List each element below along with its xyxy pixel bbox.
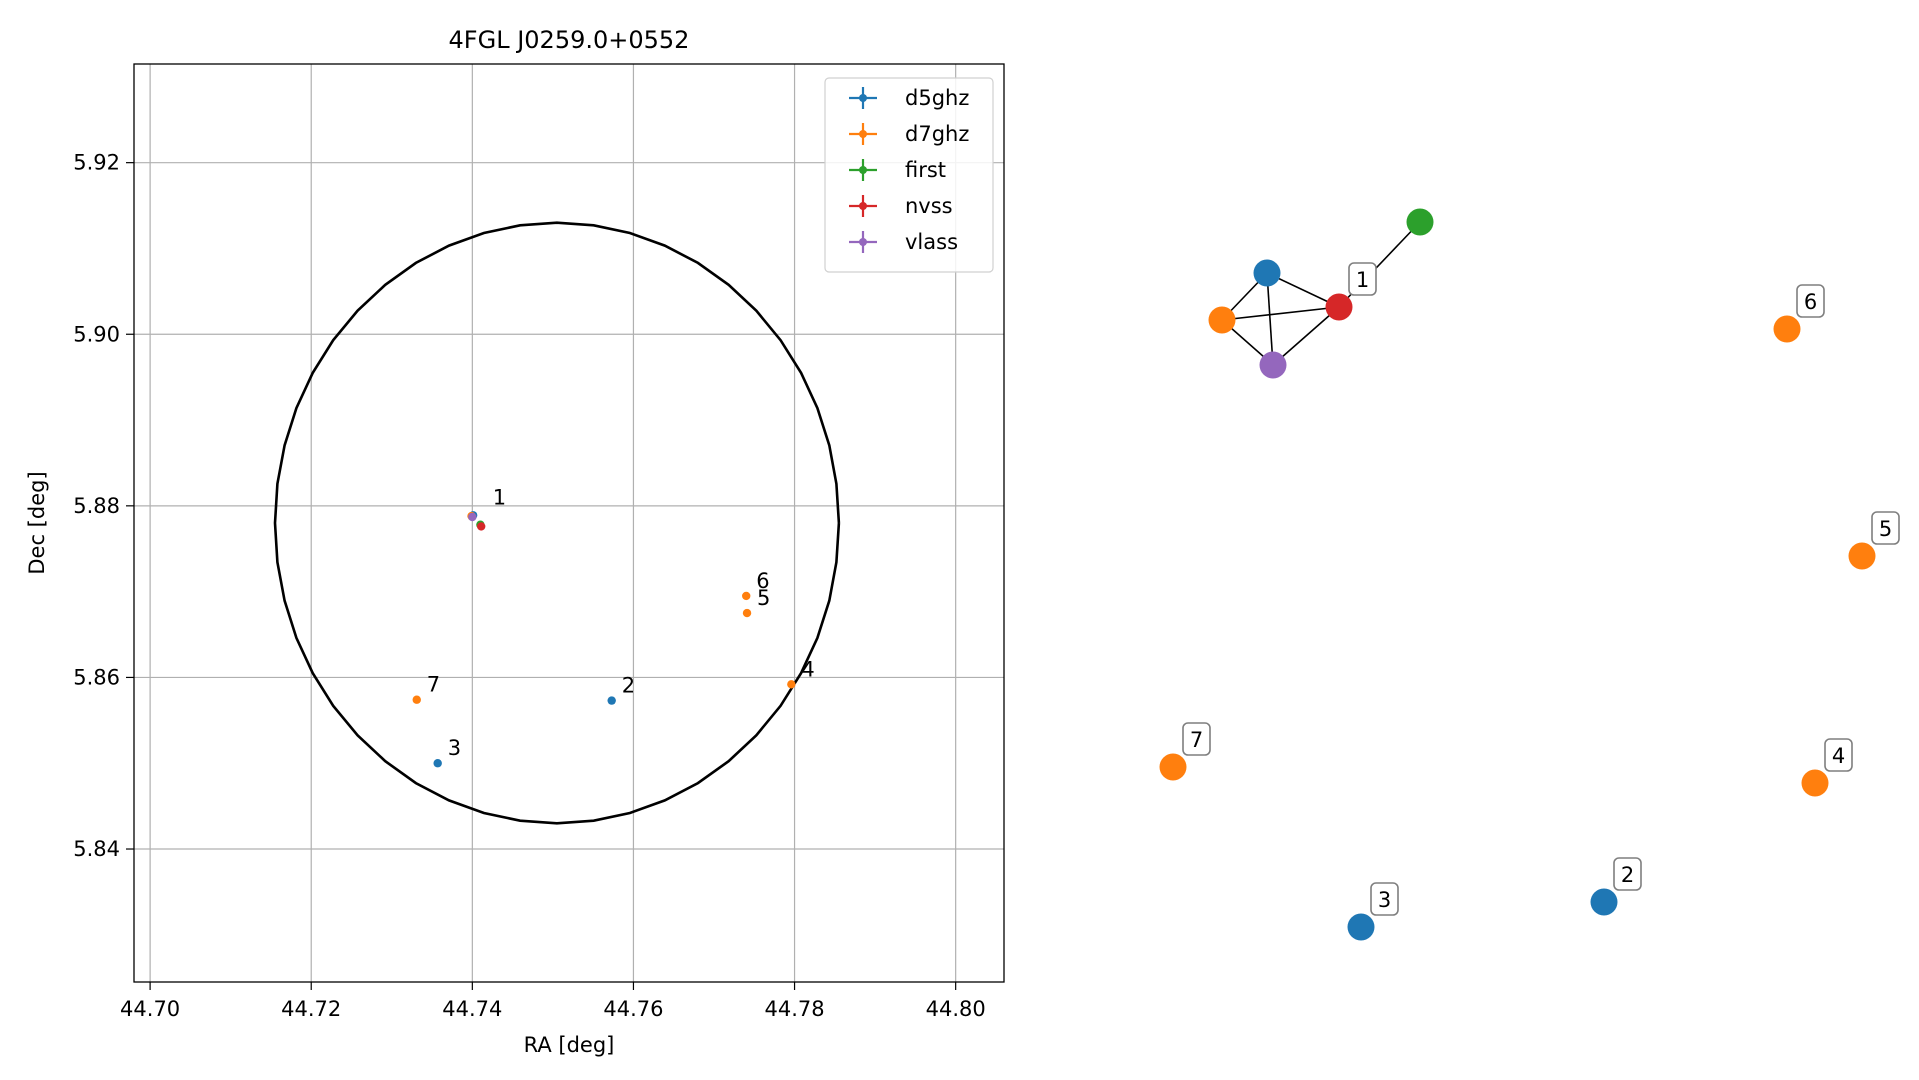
sky-position-plot: 1 2 3 4 56 7 44.70 44.72 44.74 44.76 44.78 44.80 5… <box>25 26 1005 1057</box>
y-tick-label: 5.90 <box>73 322 120 346</box>
network-node-nvss-1 <box>1325 293 1353 321</box>
network-node-vlass-1 <box>1259 351 1287 379</box>
node-label: 3 <box>1378 888 1391 912</box>
legend-label-first: first <box>905 158 946 182</box>
legend-label-d5ghz: d5ghz <box>905 86 969 110</box>
node-label-box <box>1182 722 1211 756</box>
node-label-box <box>1824 738 1853 772</box>
legend-label-nvss: nvss <box>905 194 953 218</box>
network-node-d7ghz-1 <box>1208 306 1236 334</box>
legend-marker-d5ghz <box>859 94 867 102</box>
error-ellipse-layer <box>273 221 841 825</box>
y-tick-label: 5.92 <box>73 151 120 175</box>
node-label-box <box>1796 284 1825 318</box>
network-node-d7ghz-7 <box>1159 753 1187 781</box>
node-label: 1 <box>1356 268 1369 292</box>
network-edge <box>1272 306 1340 366</box>
y-axis-ticks: 5.84 5.86 5.88 5.90 5.92 <box>73 151 134 861</box>
node-label: 2 <box>1621 863 1634 887</box>
x-tick-label: 44.80 <box>926 997 986 1021</box>
y-tick-label: 5.88 <box>73 494 120 518</box>
network-labels-layer: 1 6 5 7 4 3 2 <box>1182 262 1900 916</box>
legend-marker-d7ghz <box>859 130 867 138</box>
point-annotation: 4 <box>801 657 814 681</box>
vlass-point <box>468 512 477 522</box>
point-annotation: 1 <box>493 486 506 510</box>
y-tick-label: 5.84 <box>73 837 120 861</box>
d5ghz-point <box>607 696 616 705</box>
x-tick-label: 44.78 <box>764 997 824 1021</box>
node-label-box <box>1613 857 1642 891</box>
x-tick-label: 44.76 <box>603 997 663 1021</box>
network-node-d7ghz-6 <box>1773 315 1801 343</box>
node-label-box <box>1348 262 1377 296</box>
node-label: 7 <box>1190 728 1203 752</box>
network-node-d7ghz-5 <box>1848 542 1876 570</box>
d7ghz-point <box>412 695 421 704</box>
legend: d5ghz d7ghz first nvss vlass <box>824 77 994 273</box>
network-node-first-1 <box>1406 208 1434 236</box>
d7ghz-point <box>787 680 796 689</box>
node-label: 4 <box>1832 744 1845 768</box>
plot-title: 4FGL J0259.0+0552 <box>449 26 690 54</box>
x-axis-label: RA [deg] <box>524 1033 615 1057</box>
point-annotation: 5 <box>757 586 770 610</box>
legend-label-vlass: vlass <box>905 230 958 254</box>
node-label: 6 <box>1804 290 1817 314</box>
legend-marker-vlass <box>859 238 867 246</box>
point-annotation: 2 <box>622 674 635 698</box>
network-edge <box>1266 272 1274 366</box>
legend-marker-first <box>859 166 867 174</box>
data-points-layer <box>412 511 796 768</box>
point-annotation: 3 <box>448 736 461 760</box>
network-node-d5ghz-3 <box>1347 913 1375 941</box>
node-label: 5 <box>1879 517 1892 541</box>
point-annotation: 7 <box>427 673 440 697</box>
network-node-d5ghz-1 <box>1253 259 1281 287</box>
x-axis-ticks: 44.70 44.72 44.74 44.76 44.78 44.80 <box>120 982 986 1021</box>
d7ghz-point <box>742 591 751 601</box>
network-edge <box>1221 306 1340 321</box>
legend-label-d7ghz: d7ghz <box>905 122 969 146</box>
point-annotations-layer: 1 2 3 4 56 7 <box>427 486 815 761</box>
x-tick-label: 44.70 <box>120 997 180 1021</box>
x-tick-label: 44.74 <box>442 997 502 1021</box>
d5ghz-point <box>433 759 442 768</box>
d7ghz-point <box>742 608 752 618</box>
network-edges-layer <box>1221 221 1421 366</box>
y-tick-label: 5.86 <box>73 665 120 689</box>
network-node-d7ghz-4 <box>1801 769 1829 797</box>
association-network: 1 6 5 7 4 3 2 <box>1159 208 1900 941</box>
node-label-box <box>1370 882 1399 916</box>
point-annotation: 6 <box>756 569 769 593</box>
x-tick-label: 44.72 <box>281 997 341 1021</box>
axes-frame <box>133 63 1005 983</box>
error-ellipse <box>273 221 841 825</box>
network-node-d5ghz-2 <box>1590 888 1618 916</box>
legend-marker-nvss <box>859 202 867 210</box>
legend-box <box>824 77 994 273</box>
y-axis-label: Dec [deg] <box>25 471 49 574</box>
network-nodes-layer <box>1159 208 1876 941</box>
nvss-point <box>476 522 486 531</box>
node-label-box <box>1871 511 1900 545</box>
